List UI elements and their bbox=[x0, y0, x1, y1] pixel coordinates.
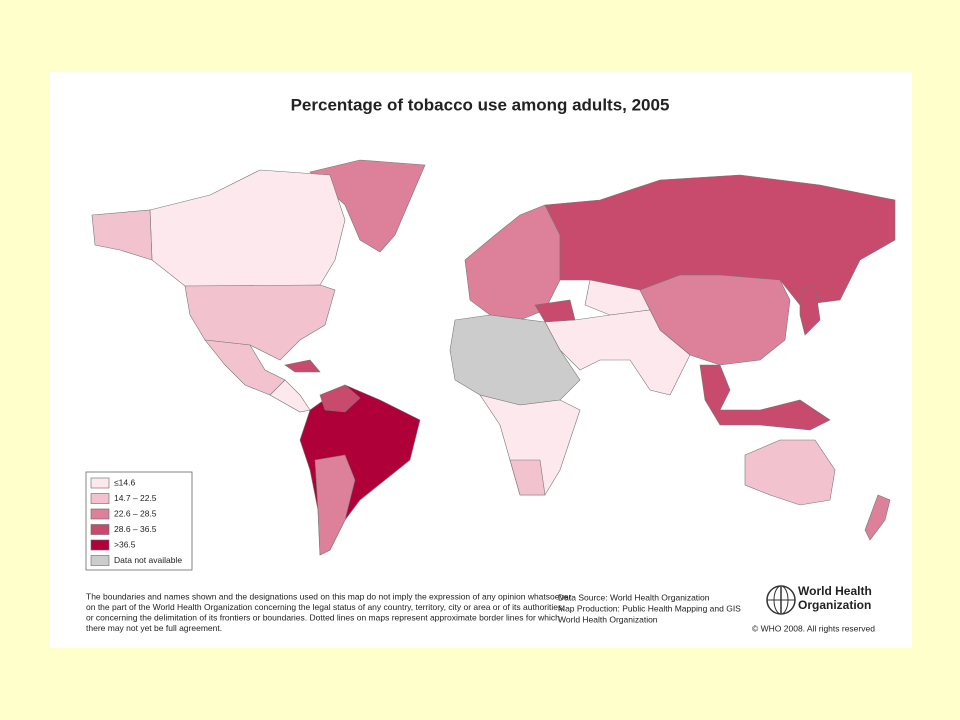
southeast-asia bbox=[699, 364, 831, 431]
source-line: Data Source: World Health Organization bbox=[558, 592, 710, 602]
chile-argentina bbox=[314, 454, 356, 556]
disclaimer-line: or concerning the delimitation of its fr… bbox=[86, 612, 560, 622]
legend-label: >36.5 bbox=[114, 539, 136, 549]
usa bbox=[184, 284, 336, 361]
legend-label: Data not available bbox=[114, 555, 182, 565]
legend-swatch bbox=[90, 477, 110, 489]
middle-east-india bbox=[544, 309, 691, 396]
japan bbox=[799, 284, 821, 336]
legend-label: 22.6 – 28.5 bbox=[114, 508, 157, 518]
legend-box bbox=[85, 471, 193, 571]
logo-line: Organization bbox=[798, 598, 871, 612]
legend-swatch bbox=[90, 493, 110, 504]
legend-label: 14.7 – 22.5 bbox=[114, 493, 157, 503]
copyright: © WHO 2008. All rights reserved bbox=[752, 623, 875, 633]
canada bbox=[149, 169, 346, 289]
map-title: Percentage of tobacco use among adults, … bbox=[291, 95, 670, 114]
australia bbox=[744, 439, 836, 506]
legend-swatch bbox=[90, 539, 110, 551]
disclaimer-line: on the part of the World Health Organiza… bbox=[86, 602, 565, 612]
source-line: World Health Organization bbox=[558, 614, 658, 624]
disclaimer-line: there may not yet be full agreement. bbox=[86, 623, 222, 633]
russia bbox=[544, 174, 896, 306]
alaska bbox=[91, 209, 153, 261]
caribbean bbox=[284, 359, 321, 373]
world-map bbox=[91, 159, 896, 556]
disclaimer: The boundaries and names shown and the d… bbox=[86, 591, 571, 633]
legend-label: ≤14.6 bbox=[114, 477, 135, 487]
sub-saharan-africa bbox=[479, 394, 581, 496]
data-source: Data Source: World Health OrganizationMa… bbox=[558, 592, 741, 624]
legend-swatch bbox=[90, 508, 110, 520]
southern-africa bbox=[509, 459, 546, 496]
greenland bbox=[309, 159, 426, 253]
who-emblem bbox=[766, 585, 796, 615]
venezuela bbox=[319, 384, 361, 413]
disclaimer-line: The boundaries and names shown and the d… bbox=[86, 591, 571, 601]
new-zealand bbox=[864, 494, 891, 541]
source-line: Map Production: Public Health Mapping an… bbox=[558, 603, 741, 613]
legend: ≤14.6 14.7 – 22.5 22.6 – 28.5 28.6 – 36.5 >3… bbox=[90, 477, 182, 566]
central-america bbox=[269, 379, 311, 413]
logo-line: World Health bbox=[798, 584, 872, 598]
legend-label: 28.6 – 36.5 bbox=[114, 524, 157, 534]
legend-swatch bbox=[90, 555, 110, 566]
legend-swatch bbox=[90, 524, 110, 535]
